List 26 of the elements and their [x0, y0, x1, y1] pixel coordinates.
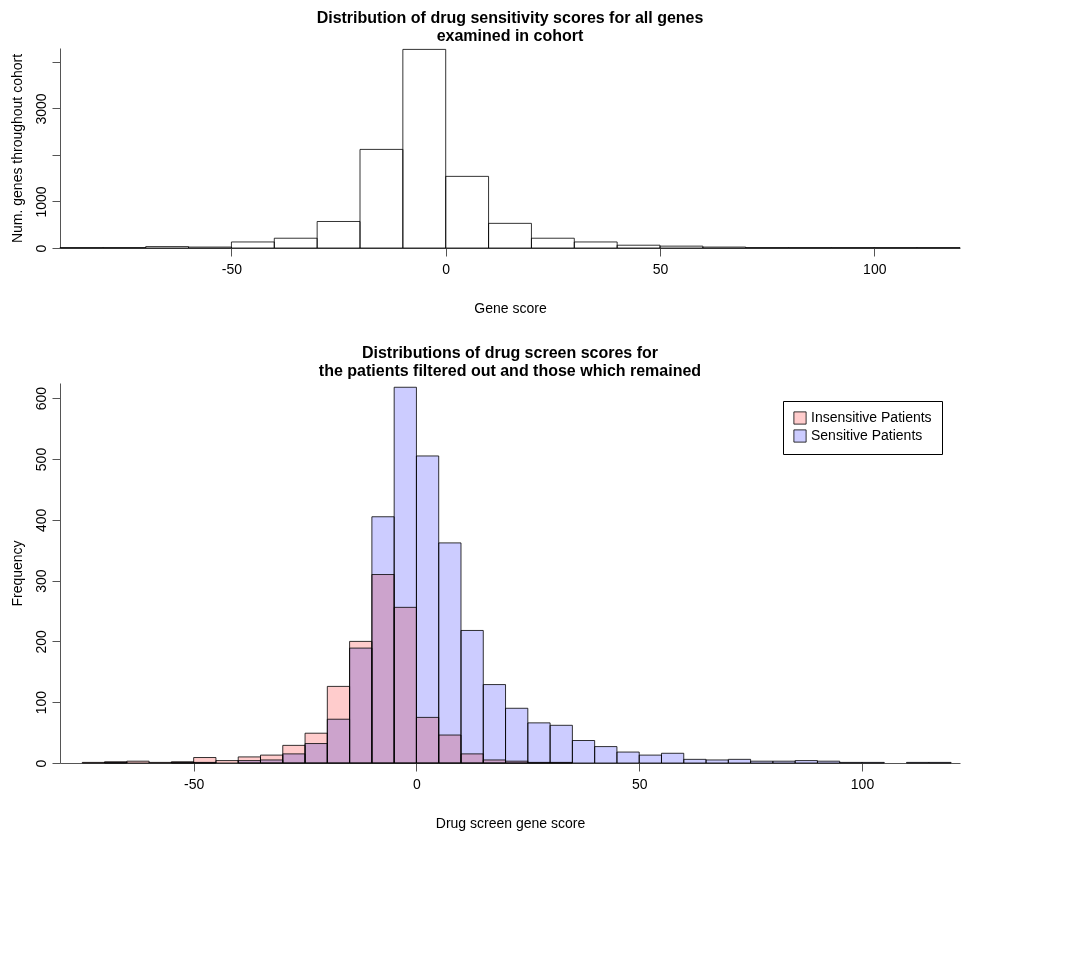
chart-title: Distributions of drug screen scores for the patients filtered out and those which remained [318, 344, 702, 379]
y-tick-label: 300 [32, 569, 49, 593]
y-tick-label: 400 [32, 508, 49, 532]
y-tick-label: 500 [32, 447, 49, 472]
x-tick-label: 100 [863, 260, 887, 277]
y-axis-title: Num. genes throughout cohort [8, 53, 25, 244]
x-tick-label: 50 [652, 260, 669, 277]
y-tick-label: 1000 [32, 186, 49, 218]
y-tick-label: 600 [32, 386, 49, 411]
y-tick-label: 200 [32, 630, 49, 654]
y-tick-label: 3000 [32, 93, 49, 125]
y-tick-label: 0 [32, 759, 49, 768]
x-tick-label: 0 [413, 775, 422, 792]
y-tick-label: 100 [32, 690, 49, 715]
chart-title: Distribution of drug sensitivity scores for all genes examined in cohort [316, 9, 704, 44]
x-axis-title: Gene score [474, 299, 547, 316]
legend-label: Sensitive Patients [811, 427, 923, 443]
x-tick-label: 50 [631, 775, 648, 792]
x-tick-label: 0 [442, 260, 451, 277]
y-axis-title: Frequency [8, 540, 25, 607]
x-tick-label: -50 [221, 260, 243, 277]
y-tick-label: 0 [32, 244, 49, 253]
x-tick-label: 100 [850, 775, 875, 792]
legend-label: Insensitive Patients [811, 409, 932, 425]
x-axis-title: Drug screen gene score [435, 814, 586, 831]
x-tick-label: -50 [184, 775, 205, 792]
